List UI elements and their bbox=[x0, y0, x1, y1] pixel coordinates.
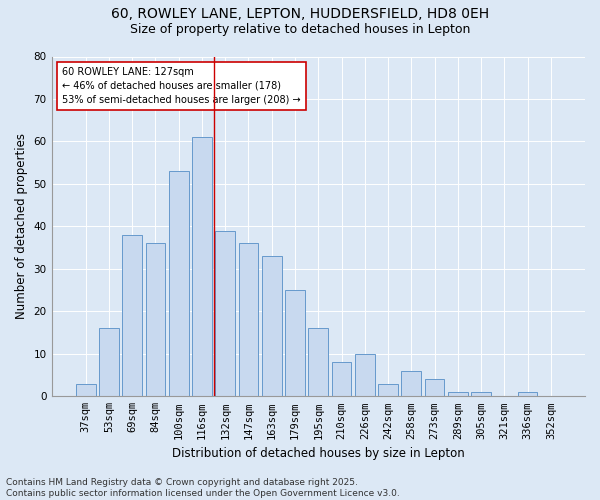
Y-axis label: Number of detached properties: Number of detached properties bbox=[15, 134, 28, 320]
Bar bbox=[332, 362, 352, 396]
Bar bbox=[99, 328, 119, 396]
Bar bbox=[378, 384, 398, 396]
Bar bbox=[192, 137, 212, 396]
Bar bbox=[308, 328, 328, 396]
Text: 60 ROWLEY LANE: 127sqm
← 46% of detached houses are smaller (178)
53% of semi-de: 60 ROWLEY LANE: 127sqm ← 46% of detached… bbox=[62, 66, 301, 104]
Bar bbox=[122, 235, 142, 396]
Bar bbox=[518, 392, 538, 396]
Bar bbox=[401, 371, 421, 396]
Bar bbox=[262, 256, 281, 396]
X-axis label: Distribution of detached houses by size in Lepton: Distribution of detached houses by size … bbox=[172, 447, 464, 460]
Text: Contains HM Land Registry data © Crown copyright and database right 2025.
Contai: Contains HM Land Registry data © Crown c… bbox=[6, 478, 400, 498]
Bar bbox=[448, 392, 468, 396]
Bar bbox=[215, 230, 235, 396]
Bar bbox=[239, 244, 259, 396]
Bar bbox=[471, 392, 491, 396]
Text: 60, ROWLEY LANE, LEPTON, HUDDERSFIELD, HD8 0EH: 60, ROWLEY LANE, LEPTON, HUDDERSFIELD, H… bbox=[111, 8, 489, 22]
Bar bbox=[425, 380, 445, 396]
Bar bbox=[285, 290, 305, 397]
Text: Size of property relative to detached houses in Lepton: Size of property relative to detached ho… bbox=[130, 22, 470, 36]
Bar bbox=[76, 384, 95, 396]
Bar bbox=[355, 354, 374, 397]
Bar bbox=[146, 244, 166, 396]
Bar bbox=[169, 171, 188, 396]
